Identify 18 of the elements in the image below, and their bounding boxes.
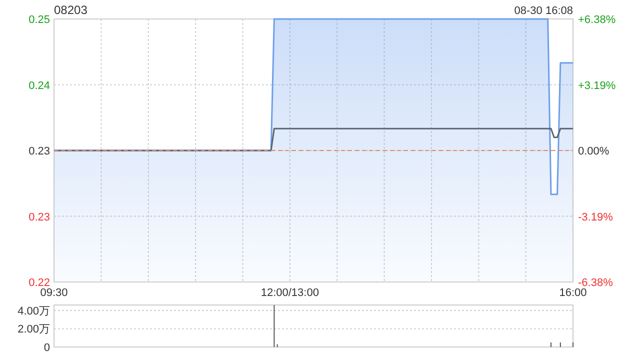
y-tick-label: 0.22 — [28, 277, 50, 289]
y2-tick-label: -3.19% — [578, 211, 614, 224]
y2-tick-label: +6.38% — [578, 14, 616, 26]
chart-title: 08203 — [54, 3, 88, 17]
y-tick-label: 0 — [44, 342, 50, 354]
y2-tick-label: +3.19% — [578, 80, 616, 92]
y-tick-label: 0.23 — [28, 146, 50, 158]
text: 08-30 16:08 — [514, 5, 573, 17]
x-tick-label: 12:00/13:00 — [260, 287, 319, 299]
y-tick-label: 0.24 — [28, 80, 50, 92]
x-tick-label: 16:00 — [559, 287, 587, 299]
y-tick-label: 0.25 — [28, 14, 50, 26]
y-tick-label: 2.00万 — [18, 324, 50, 336]
y-tick-label: 0.23 — [28, 211, 50, 224]
y2-tick-label: -6.38% — [578, 277, 614, 289]
x-tick-label: 09:30 — [40, 287, 68, 299]
y2-tick-label: 0.00% — [578, 146, 610, 158]
y-tick-label: 4.00万 — [18, 305, 50, 318]
